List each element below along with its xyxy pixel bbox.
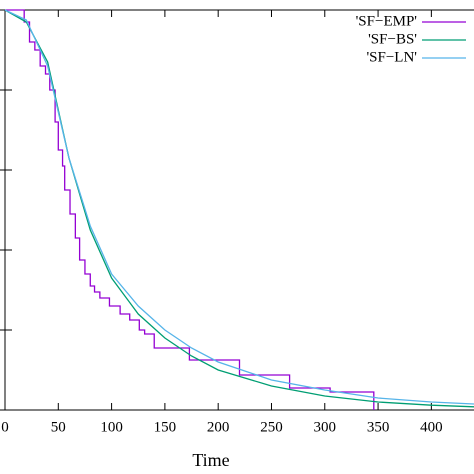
plot-frame (4, 9, 474, 411)
x-tick-label: 250 (260, 419, 283, 435)
x-tick-label: 100 (100, 419, 123, 435)
legend-label: 'SF−EMP' (356, 13, 418, 29)
x-tick-label: 0 (1, 419, 9, 435)
x-tick-label: 200 (207, 419, 230, 435)
x-tick-label: 300 (314, 419, 337, 435)
x-tick-label: 400 (420, 419, 443, 435)
x-tick-label: 350 (367, 419, 390, 435)
x-tick-label: 50 (51, 419, 66, 435)
series-line (5, 9, 375, 410)
series-line (4, 9, 474, 405)
x-axis-label: Time (192, 450, 229, 470)
x-tick-label: 150 (154, 419, 177, 435)
series-line (4, 9, 474, 408)
legend-label: 'SF−LN' (366, 49, 417, 65)
legend-label: 'SF−BS' (368, 31, 417, 47)
